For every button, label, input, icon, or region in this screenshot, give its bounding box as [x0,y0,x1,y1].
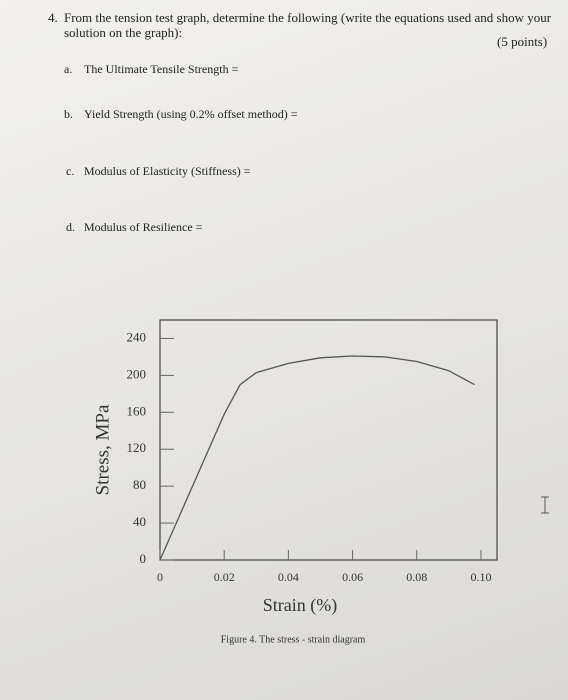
question-text: solution on the graph): [64,25,183,40]
y-tick-label: 200 [127,366,147,381]
question-points: (5 points) [497,34,548,49]
question-number: 4. [48,10,58,25]
stress-strain-curve [159,355,475,561]
y-tick-label: 160 [127,403,147,418]
x-tick-label: 0.02 [214,570,235,584]
text-cursor [541,496,549,514]
x-tick-label: 0.06 [342,570,363,584]
y-tick-label: 240 [127,329,147,344]
item-label: d. [66,220,75,234]
item-text: The Ultimate Tensile Strength = [84,62,239,76]
question-text: From the tension test graph, determine t… [64,10,552,25]
x-tick-label: 0.08 [406,570,427,584]
x-tick-label: 0 [157,570,163,584]
y-tick-label: 120 [127,440,147,455]
y-tick-label: 40 [133,514,146,529]
figure-caption: Figure 4. The stress - strain diagram [221,634,366,645]
item-label: c. [66,164,75,178]
item-text: Modulus of Elasticity (Stiffness) = [84,164,251,178]
item-label: b. [64,107,73,121]
x-axis-label: Strain (%) [263,595,337,616]
x-tick-label: 0.10 [470,570,491,584]
item-text: Modulus of Resilience = [84,220,203,234]
plot-frame [159,319,498,561]
y-tick-label: 0 [140,551,147,566]
item-label: a. [64,62,73,76]
y-tick-label: 80 [133,477,146,492]
item-text: Yield Strength (using 0.2% offset method… [84,107,298,121]
x-tick-label: 0.04 [278,570,299,584]
y-axis-label: Stress, MPa [92,404,113,495]
